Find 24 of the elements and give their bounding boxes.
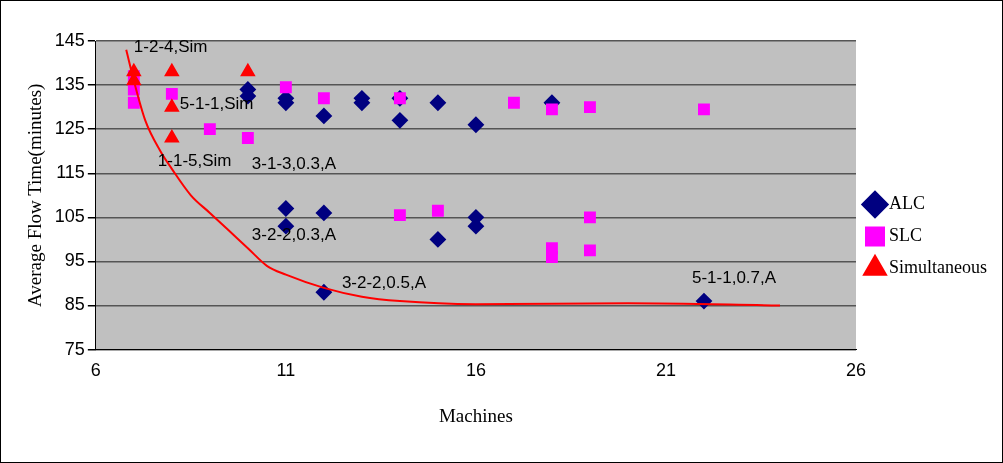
x-tick-label: 16: [465, 360, 486, 381]
y-tick-label: 115: [56, 162, 85, 183]
y-tick-label: 125: [54, 118, 85, 139]
y-tick-label: 135: [54, 74, 85, 95]
y-tick-label: 95: [64, 250, 85, 271]
y-tick-label: 105: [54, 206, 85, 227]
legend-label: ALC: [889, 193, 925, 214]
legend-label: Simultaneous: [889, 257, 987, 278]
legend-label: SLC: [889, 225, 923, 246]
annotation: 3-1-3,0.3,A: [251, 153, 337, 173]
x-tick-label: 6: [90, 360, 101, 381]
y-axis-title: Average Flow Time(minutes): [24, 83, 47, 308]
x-tick-label: 21: [655, 360, 676, 381]
x-axis-title: Machines: [438, 404, 513, 426]
annotation: 5-1-1,0.7,A: [691, 268, 777, 288]
x-tick-label: 11: [276, 360, 296, 381]
annotation: 5-1-1,Sim: [179, 94, 254, 114]
annotation: 1-2-4,Sim: [133, 37, 208, 57]
annotation: 3-2-2,0.5,A: [341, 273, 427, 293]
y-tick-label: 85: [64, 294, 85, 315]
y-tick-label: 145: [54, 29, 85, 50]
x-tick-label: 26: [845, 360, 867, 381]
y-tick-label: 75: [64, 338, 85, 359]
annotation: 3-2-2,0.3,A: [251, 225, 337, 245]
